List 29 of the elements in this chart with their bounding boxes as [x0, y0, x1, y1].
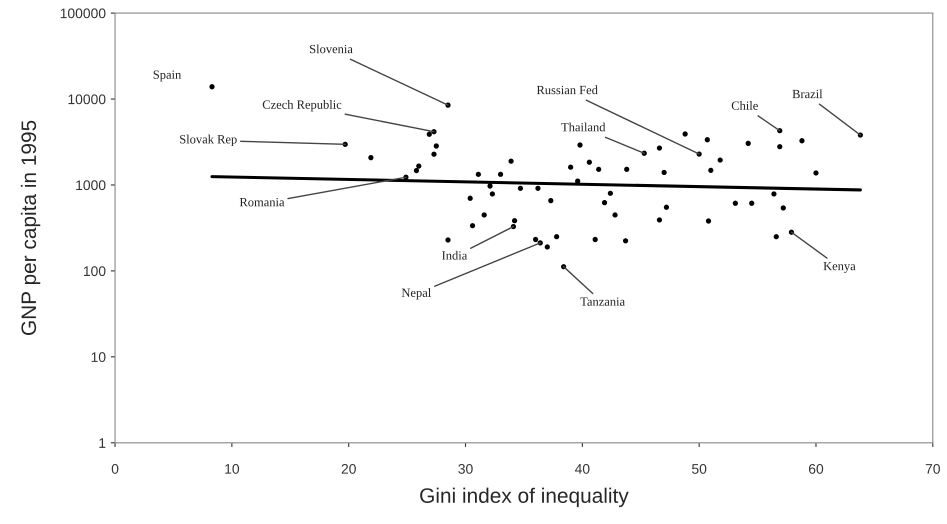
y-tick-label: 1000 [76, 180, 106, 190]
y-axis-title: GNP per capita in 1995 [20, 120, 40, 335]
annotation: Slovenia [310, 44, 353, 54]
x-tick-label: 10 [225, 464, 240, 474]
annotation: India [442, 250, 468, 260]
annotation: Chile [732, 101, 758, 110]
annotation: Spain [154, 70, 182, 82]
annotation: Czech Republic [262, 100, 342, 112]
annotation: Nepal [402, 288, 431, 300]
x-tick-label: 0 [112, 464, 118, 474]
annotation: Slovak Rep [180, 134, 237, 146]
annotation: Romania [240, 198, 284, 206]
annotation: Russian Fed [536, 85, 598, 94]
annotation: Kenya [823, 262, 856, 273]
x-tick-label: 70 [926, 464, 940, 474]
y-tick-label: 100 [84, 266, 106, 276]
y-tick-label: 10 [92, 352, 106, 362]
annotation: Tanzania [580, 297, 625, 306]
annotation: Thailand [561, 122, 606, 132]
y-tick-label: 1 [99, 438, 106, 448]
x-tick-label: 30 [458, 464, 473, 474]
y-tick-label: 100000 [60, 8, 106, 18]
y-tick-label: 10000 [68, 94, 106, 104]
annotation: Brazil [792, 89, 822, 98]
x-axis-title: Gini index of inequality [420, 488, 629, 508]
x-tick-label: 50 [692, 464, 706, 474]
x-tick-label: 20 [342, 464, 356, 474]
x-tick-label: 40 [574, 464, 590, 474]
x-tick-label: 60 [808, 464, 824, 474]
